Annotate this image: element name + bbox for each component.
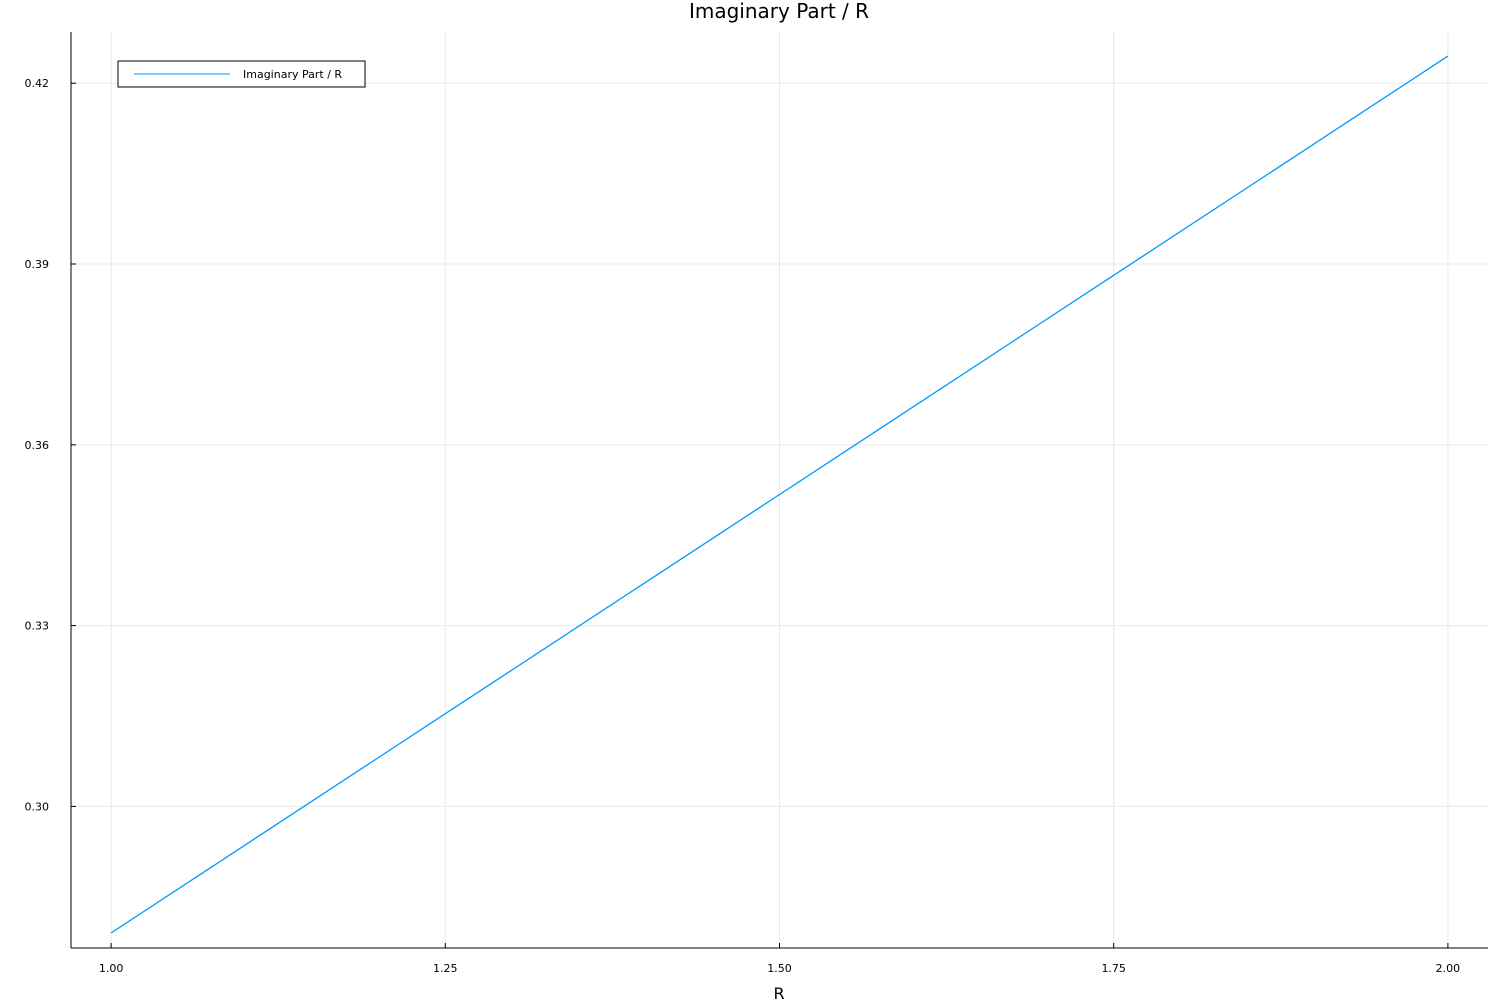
chart-title: Imaginary Part / R [689, 0, 869, 23]
y-tick-label: 0.30 [25, 800, 50, 813]
tick-labels: 1.00 1.25 1.50 1.75 2.00 0.30 0.33 0.36 0.39 0.42 [25, 77, 1461, 975]
y-tick-label: 0.36 [25, 439, 50, 452]
series-layer [110, 55, 1449, 934]
legend-label: Imaginary Part / R [243, 68, 342, 81]
legend: Imaginary Part / R [117, 60, 366, 88]
series-line [110, 55, 1449, 934]
y-tick-label: 0.39 [25, 258, 50, 271]
y-tick-label: 0.33 [25, 620, 50, 633]
x-tick-label: 1.75 [1101, 962, 1126, 975]
y-tick-label: 0.42 [25, 77, 50, 90]
grid-layer [71, 32, 1488, 948]
x-tick-label: 2.00 [1436, 962, 1461, 975]
x-axis-label: R [773, 984, 784, 1000]
x-tick-label: 1.25 [433, 962, 458, 975]
x-tick-label: 1.50 [767, 962, 792, 975]
x-tick-label: 1.00 [99, 962, 124, 975]
